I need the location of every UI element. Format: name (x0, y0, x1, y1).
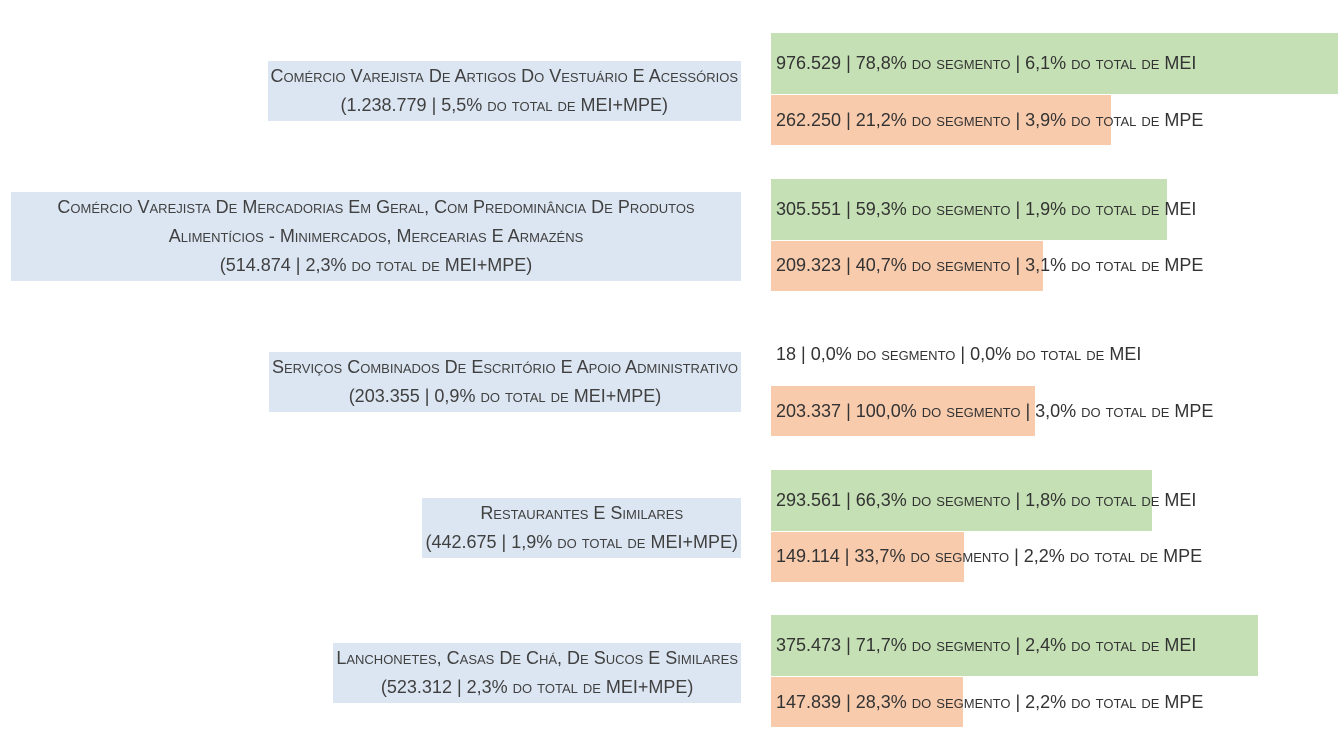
bar-row: 293.561 | 66,3% do segmento | 1,8% do to… (771, 469, 1338, 531)
category-total: (523.312 | 2,3% do total de MEI+MPE) (380, 677, 694, 697)
category-total: (514.874 | 2,3% do total de MEI+MPE) (219, 255, 533, 275)
value-label: 203.337 | 100,0% do segmento | 3,0% do t… (776, 400, 1214, 421)
category-label: Restaurantes E Similares (442.675 | 1,9% … (11, 497, 741, 558)
bar (771, 240, 1043, 291)
category-label: Lanchonetes, Casas De Chá, De Sucos E Si… (11, 643, 741, 703)
bar-row: 18 | 0,0% do segmento | 0,0% do total de… (771, 324, 1338, 385)
bar (771, 95, 1112, 145)
bar-row: 976.529 | 78,8% do segmento | 6,1% do to… (771, 33, 1338, 94)
category-box: Restaurantes E Similares (442.675 | 1,9% … (422, 497, 741, 558)
category-name: Serviços Combinados De Escritório E Apoi… (271, 357, 738, 377)
bar-row: 375.473 | 71,7% do segmento | 2,4% do to… (771, 615, 1338, 676)
bar-row: 305.551 | 59,3% do segmento | 1,9% do to… (771, 178, 1338, 240)
value-label: 976.529 | 78,8% do segmento | 6,1% do to… (776, 53, 1197, 73)
bar-row: 203.337 | 100,0% do segmento | 3,0% do t… (771, 386, 1338, 436)
category-name: Lanchonetes, Casas De Chá, De Sucos E Si… (336, 648, 738, 668)
value-label: 375.473 | 71,7% do segmento | 2,4% do to… (776, 635, 1197, 655)
bar (771, 531, 965, 582)
category-box: Lanchonetes, Casas De Chá, De Sucos E Si… (333, 643, 741, 703)
bar (771, 677, 963, 727)
bar (771, 469, 1152, 531)
category-label: Comércio Varejista De Mercadorias Em Ger… (11, 192, 741, 281)
category-name: Comércio Varejista De Artigos Do Vestuár… (270, 66, 738, 86)
category-total: (1.238.779 | 5,5% do total de MEI+MPE) (340, 95, 669, 115)
bar (771, 615, 1259, 676)
bar (771, 33, 1338, 94)
value-label: 209.323 | 40,7% do segmento | 3,1% do to… (776, 255, 1204, 275)
category-name: Restaurantes E Similares (480, 502, 684, 523)
bar-row: 209.323 | 40,7% do segmento | 3,1% do to… (771, 240, 1338, 291)
bar-row: 147.839 | 28,3% do segmento | 2,2% do to… (771, 677, 1338, 727)
category-total: (442.675 | 1,9% do total de MEI+MPE) (425, 531, 738, 552)
value-label: 262.250 | 21,2% do segmento | 3,9% do to… (776, 109, 1204, 130)
category-name: Comércio Varejista De Mercadorias Em Ger… (57, 197, 695, 246)
category-label: Comércio Varejista De Artigos Do Vestuár… (11, 61, 741, 121)
category-total: (203.355 | 0,9% do total de MEI+MPE) (348, 386, 662, 406)
category-box: Comércio Varejista De Mercadorias Em Ger… (11, 192, 741, 281)
category-label: Serviços Combinados De Escritório E Apoi… (11, 352, 741, 412)
category-box: Serviços Combinados De Escritório E Apoi… (268, 352, 741, 412)
value-label: 305.551 | 59,3% do segmento | 1,9% do to… (776, 198, 1197, 219)
bar (771, 178, 1168, 240)
value-label: 147.839 | 28,3% do segmento | 2,2% do to… (776, 691, 1204, 712)
bar-row: 149.114 | 33,7% do segmento | 2,2% do to… (771, 531, 1338, 582)
category-box: Comércio Varejista De Artigos Do Vestuár… (267, 61, 741, 121)
value-label: 293.561 | 66,3% do segmento | 1,8% do to… (776, 489, 1197, 510)
value-label: 18 | 0,0% do segmento | 0,0% do total de… (776, 344, 1142, 364)
value-label: 149.114 | 33,7% do segmento | 2,2% do to… (776, 546, 1203, 566)
bar-row: 262.250 | 21,2% do segmento | 3,9% do to… (771, 95, 1338, 145)
bar (771, 386, 1035, 436)
